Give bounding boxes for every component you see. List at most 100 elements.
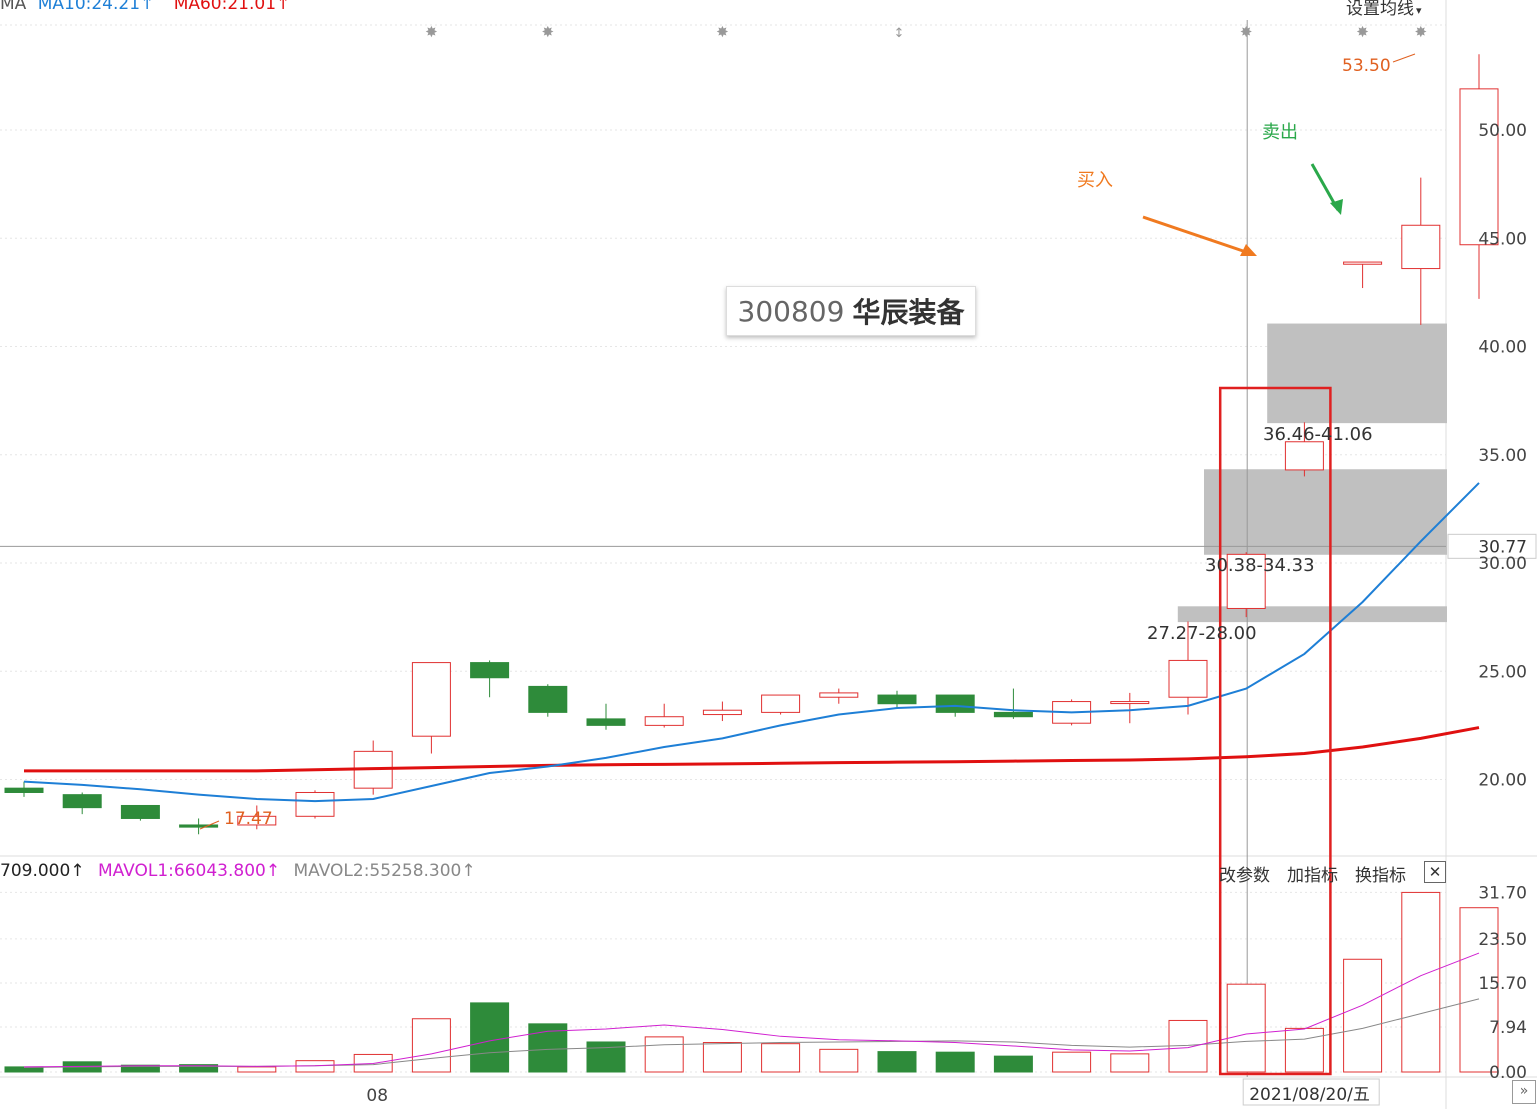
candle-body — [1168, 659, 1208, 698]
volume-bar — [528, 1023, 568, 1073]
candle-body — [877, 694, 917, 705]
candle-body — [470, 662, 510, 679]
candle-body — [4, 787, 44, 793]
change-params-button[interactable]: 改参数 — [1219, 866, 1270, 886]
event-markers[interactable]: ✸ ✸ ✸ ✸ ✸ ✸ ↕ — [425, 23, 1427, 41]
up-arrow-icon: ↑ — [276, 0, 291, 14]
support-zones — [1177, 323, 1447, 623]
event-marker-icon[interactable]: ✸ — [716, 23, 729, 41]
event-marker-icon[interactable]: ✸ — [1240, 23, 1253, 41]
zone3-label: 27.27-28.00 — [1147, 623, 1257, 644]
candle-body — [411, 662, 451, 737]
volume-bar — [1052, 1051, 1092, 1073]
volume-bar — [761, 1043, 801, 1073]
zone-rect — [1204, 469, 1447, 555]
volume-tick-label: 31.70 — [1478, 883, 1527, 903]
ma-prefix: MA — [0, 0, 27, 14]
buy-arrow-icon — [1142, 215, 1253, 256]
event-marker-icon[interactable]: ✸ — [542, 23, 555, 41]
annotation-arrows — [199, 53, 1416, 830]
chevron-down-icon: ▾ — [1416, 4, 1422, 17]
ma10-line — [23, 482, 1480, 803]
price-tick-label: 35.00 — [1478, 446, 1527, 466]
volume-bar — [993, 1055, 1033, 1073]
candle-body — [179, 824, 219, 828]
volume-bar — [120, 1064, 160, 1073]
up-arrow-icon: ↑ — [140, 0, 155, 14]
candle-body — [295, 791, 335, 817]
crosshair: 30.77 2021/08/20/五 — [0, 20, 1537, 1106]
volume-bar — [179, 1064, 219, 1073]
volume-bar — [1459, 907, 1499, 1073]
switch-indicator-button[interactable]: 换指标 — [1355, 866, 1406, 886]
candle-body — [935, 694, 975, 713]
candle-body — [1226, 553, 1266, 609]
zone-rect — [1267, 323, 1447, 424]
price-tick-label: 20.00 — [1478, 771, 1527, 791]
candle-body — [761, 694, 801, 713]
low-price-label: 17.47 — [224, 809, 273, 829]
volume-bar — [411, 1018, 451, 1073]
close-icon[interactable]: ✕ — [1424, 861, 1446, 883]
candle-body — [1401, 224, 1441, 270]
candle-body — [120, 804, 160, 819]
stock-name: 华辰装备 — [852, 296, 965, 329]
volume-bar — [237, 1066, 277, 1073]
volume-bar — [935, 1051, 975, 1073]
candle-body — [62, 794, 102, 809]
buy-arrow-head — [1240, 244, 1257, 256]
ma-settings-button[interactable]: 设置均线 ▾ — [1346, 0, 1422, 19]
event-marker-icon[interactable]: ✸ — [425, 23, 438, 41]
volume-tick-label: 15.70 — [1478, 974, 1527, 994]
volume-bars — [4, 891, 1499, 1073]
volume-tick-label: 7.94 — [1489, 1018, 1527, 1038]
price-tick-label: 45.00 — [1478, 229, 1527, 249]
vol-value: 709.000 — [0, 861, 71, 881]
volume-bar — [877, 1051, 917, 1073]
up-arrow-icon: ↑ — [70, 861, 85, 881]
sell-arrow-head — [1330, 199, 1343, 215]
candle-body — [237, 815, 277, 826]
candle-body — [702, 709, 742, 716]
month-label: 08 — [366, 1086, 388, 1106]
volume-bar — [1284, 1027, 1324, 1073]
high-arrow-icon — [1392, 53, 1416, 63]
price-tick-label: 30.00 — [1478, 554, 1527, 574]
price-tick-label: 50.00 — [1478, 121, 1527, 141]
sell-label: 卖出 — [1262, 122, 1298, 143]
ma-legend: MA MA10:24.21↑ MA60:21.01↑ — [0, 0, 290, 14]
event-marker-icon[interactable]: ✸ — [1415, 23, 1428, 41]
price-tick-label: 40.00 — [1478, 338, 1527, 358]
volume-bar — [819, 1048, 859, 1073]
candle-body — [586, 718, 626, 726]
mavol1-value: MAVOL1:66043.800 — [97, 861, 266, 881]
volume-bar — [1226, 983, 1266, 1073]
crosshair-date-box — [1242, 1078, 1380, 1106]
stock-title-box: 300809 华辰装备 — [726, 286, 976, 336]
candle-body — [1459, 88, 1499, 246]
ma60-line — [24, 726, 1480, 773]
candle-body — [993, 711, 1033, 718]
volume-bar — [702, 1042, 742, 1073]
candle-body — [1284, 441, 1324, 471]
zone2-label: 30.38-34.33 — [1205, 555, 1315, 576]
candle-body — [819, 692, 859, 698]
up-arrow-icon: ↑ — [265, 861, 281, 881]
crosshair-date-label: 2021/08/20/五 — [1249, 1085, 1370, 1105]
crosshair-price-label: 30.77 — [1478, 537, 1527, 557]
scroll-right-icon[interactable]: » — [1512, 1080, 1536, 1104]
ma10-value: MA10:24.21 — [37, 0, 141, 14]
crosshair-price-box — [1447, 533, 1537, 559]
add-indicator-button[interactable]: 加指标 — [1287, 866, 1338, 886]
event-marker-icon[interactable]: ↕ — [894, 26, 905, 41]
mavol2-value: MAVOL2:55258.300 — [293, 861, 462, 881]
low-arrow-icon — [199, 820, 220, 830]
volume-bar — [1343, 958, 1383, 1073]
event-marker-icon[interactable]: ✸ — [1356, 23, 1369, 41]
up-arrow-icon: ↑ — [461, 861, 476, 881]
highlight-box — [1218, 386, 1332, 1076]
volume-bar — [1110, 1053, 1150, 1073]
candle-body — [644, 716, 684, 726]
mavol1-line — [23, 952, 1480, 1068]
